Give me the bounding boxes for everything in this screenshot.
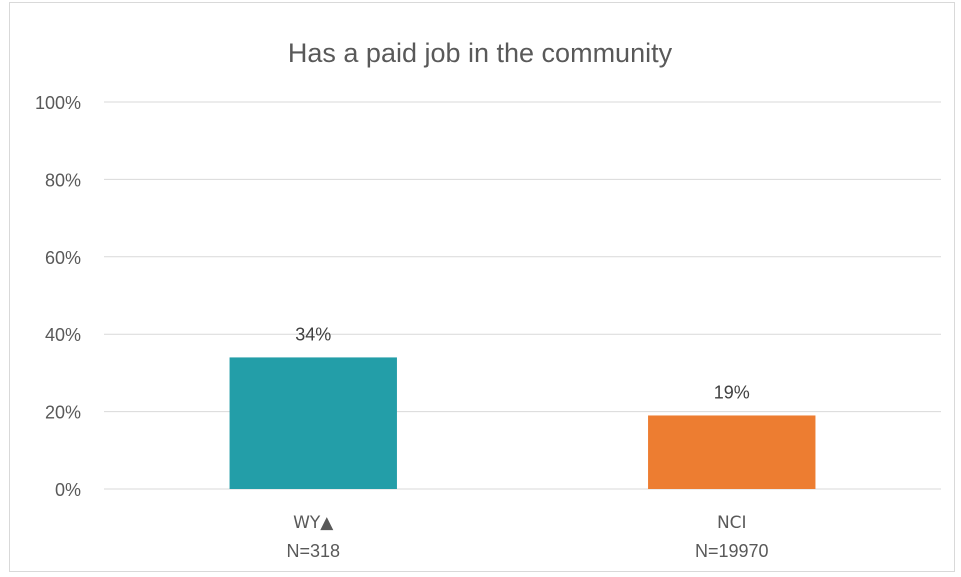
x-tick-label: NCI: [717, 513, 747, 533]
x-tick-label: WY▲: [293, 513, 334, 533]
x-tick-sublabel: N=318: [286, 541, 340, 561]
data-label: 19%: [714, 382, 750, 402]
x-tick-sublabel: N=19970: [695, 541, 769, 561]
bar: [229, 357, 397, 489]
y-tick-label: 40%: [45, 325, 81, 345]
data-label: 34%: [295, 324, 331, 344]
y-tick-label: 100%: [35, 93, 81, 113]
y-tick-label: 0%: [55, 480, 81, 500]
bar: [648, 415, 816, 489]
y-tick-label: 80%: [45, 170, 81, 190]
chart-title: Has a paid job in the community: [288, 38, 673, 68]
y-tick-label: 60%: [45, 248, 81, 268]
y-tick-label: 20%: [45, 403, 81, 423]
